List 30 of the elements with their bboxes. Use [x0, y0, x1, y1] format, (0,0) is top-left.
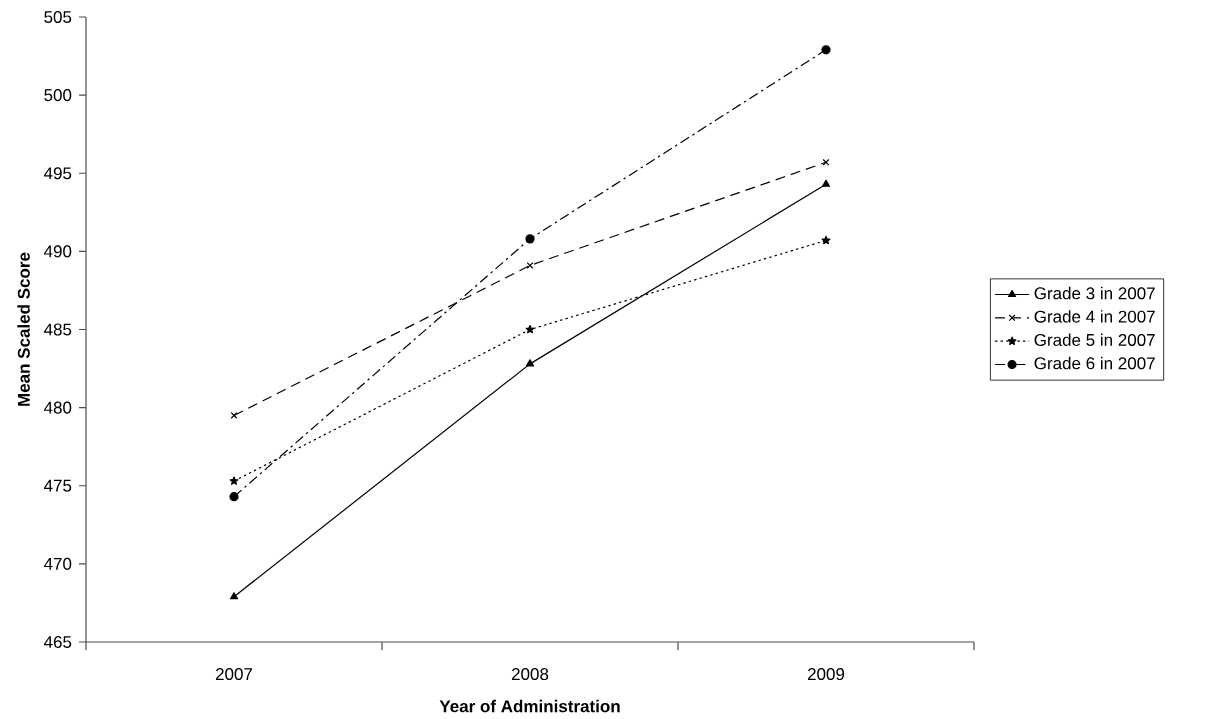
- y-tick-label: 465: [43, 636, 72, 649]
- y-axis-title: Mean Scaled Score: [17, 252, 30, 406]
- point: [821, 235, 831, 245]
- y-tick-label: 500: [44, 89, 72, 102]
- y-tick-label: 490: [43, 245, 72, 258]
- y-tick-label: 475: [43, 479, 72, 492]
- point: [525, 324, 535, 334]
- y-tick-label: 485: [43, 323, 72, 336]
- y-tick-label: 480: [43, 401, 72, 414]
- legend-label: Grade 6 in 2007: [1034, 356, 1155, 370]
- y-tick-label: 505: [44, 10, 72, 24]
- point: [229, 476, 239, 485]
- point: [230, 412, 238, 419]
- x-tick-label: 2008: [511, 668, 549, 681]
- point: [526, 262, 534, 269]
- point: [822, 158, 830, 166]
- legend-label: Grade 3 in 2007: [1034, 286, 1155, 300]
- point: [525, 359, 535, 367]
- point: [229, 492, 239, 502]
- x-axis-title: Year of Administration: [439, 699, 620, 713]
- point: [821, 45, 831, 55]
- x-tick-label: 2009: [807, 668, 845, 681]
- x-tick-label: 2007: [215, 668, 253, 681]
- legend-label: Grade 4 in 2007: [1034, 310, 1155, 323]
- point: [525, 234, 535, 244]
- y-tick-label: 470: [43, 557, 72, 570]
- legend-label: Grade 5 in 2007: [1034, 333, 1155, 346]
- y-tick-label: 495: [43, 167, 72, 180]
- point: [229, 592, 239, 600]
- point: [821, 179, 831, 187]
